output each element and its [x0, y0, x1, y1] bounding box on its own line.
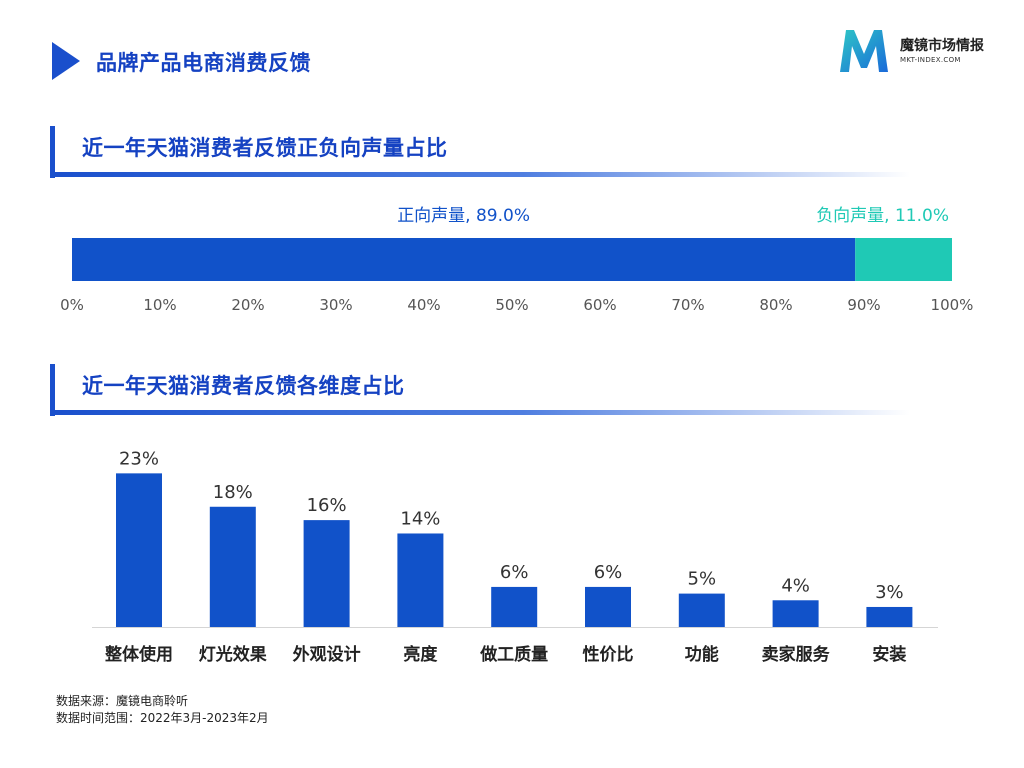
bar-value-label: 16% [307, 495, 347, 516]
x-tick-label: 30% [319, 296, 352, 314]
data-source: 数据来源：魔镜电商聆听 [56, 694, 189, 708]
bar [585, 586, 631, 627]
x-tick-label: 10% [143, 296, 176, 314]
x-tick-label: 60% [583, 296, 616, 314]
bar-value-label: 23% [119, 448, 159, 469]
bar [866, 606, 913, 627]
section-heading-sentiment: 近一年天猫消费者反馈正负向声量占比 [50, 126, 910, 178]
category-label: 性价比 [583, 644, 634, 665]
bar [303, 520, 350, 627]
logo-name: 魔镜市场情报 [900, 38, 984, 54]
x-tick-label: 80% [759, 296, 792, 314]
bar-value-label: 3% [875, 582, 904, 603]
category-label: 做工质量 [479, 644, 548, 665]
sentiment-stacked-bar-chart: 正向声量, 89.0% 负向声量, 11.0% 0% 10% 20% 30% 40% 50% 6… [60, 206, 974, 314]
category-label: 卖家服务 [762, 644, 831, 665]
category-label: 整体使用 [105, 644, 173, 665]
stack-segment-label: 正向声量, 89.0% [397, 206, 530, 226]
x-tick-label: 100% [931, 296, 974, 314]
bar-value-label: 6% [594, 562, 623, 583]
bar-value-label: 14% [400, 508, 440, 529]
logo-subtitle: MKT-INDEX.COM [900, 56, 961, 64]
category-label: 外观设计 [293, 644, 361, 665]
section-heading-dimensions: 近一年天猫消费者反馈各维度占比 [50, 364, 910, 416]
category-label: 亮度 [403, 644, 438, 665]
header-triangle-icon [52, 42, 80, 80]
heading-accent-bar [50, 126, 55, 178]
x-tick-label: 0% [60, 296, 84, 314]
bar [678, 593, 725, 627]
bar [116, 473, 162, 627]
bar [491, 586, 538, 627]
bar-value-label: 6% [500, 562, 529, 583]
page-header: 品牌产品电商消费反馈 魔镜市场情报 MKT-INDEX.COM [0, 0, 1024, 100]
logo-mark-icon [840, 30, 888, 72]
stack-segment-label: 负向声量, 11.0% [816, 206, 949, 226]
category-label: 灯光效果 [199, 644, 267, 665]
bar [397, 533, 444, 627]
logo: 魔镜市场情报 MKT-INDEX.COM [836, 26, 996, 76]
bar [772, 600, 819, 627]
category-label: 功能 [685, 644, 719, 665]
bar-value-label: 18% [213, 482, 253, 503]
x-tick-label: 90% [847, 296, 880, 314]
heading-accent-bar [50, 364, 55, 416]
x-tick-label: 40% [407, 296, 440, 314]
dimension-bar-chart: 23% 整体使用 18% 灯光效果 16% 外观设计 14% 亮度 6% 做工质量 6% 性价比 5% 功… [92, 448, 938, 665]
bar [209, 506, 256, 627]
stack-segment-negative [855, 238, 952, 281]
bar-value-label: 4% [781, 575, 810, 596]
source-notes: 数据来源：魔镜电商聆听 数据时间范围：2022年3月-2023年2月 [56, 693, 269, 727]
category-label: 安装 [872, 644, 906, 665]
x-tick-label: 70% [671, 296, 704, 314]
heading-underline [50, 172, 910, 177]
section-title-sentiment: 近一年天猫消费者反馈正负向声量占比 [82, 136, 448, 160]
stack-segment-positive [72, 238, 856, 281]
data-period: 数据时间范围：2022年3月-2023年2月 [56, 711, 269, 725]
heading-underline [50, 410, 910, 415]
section-title-dimensions: 近一年天猫消费者反馈各维度占比 [82, 374, 405, 398]
x-tick-label: 20% [231, 296, 264, 314]
x-tick-label: 50% [495, 296, 528, 314]
page-title: 品牌产品电商消费反馈 [96, 51, 311, 75]
bar-value-label: 5% [688, 569, 717, 590]
